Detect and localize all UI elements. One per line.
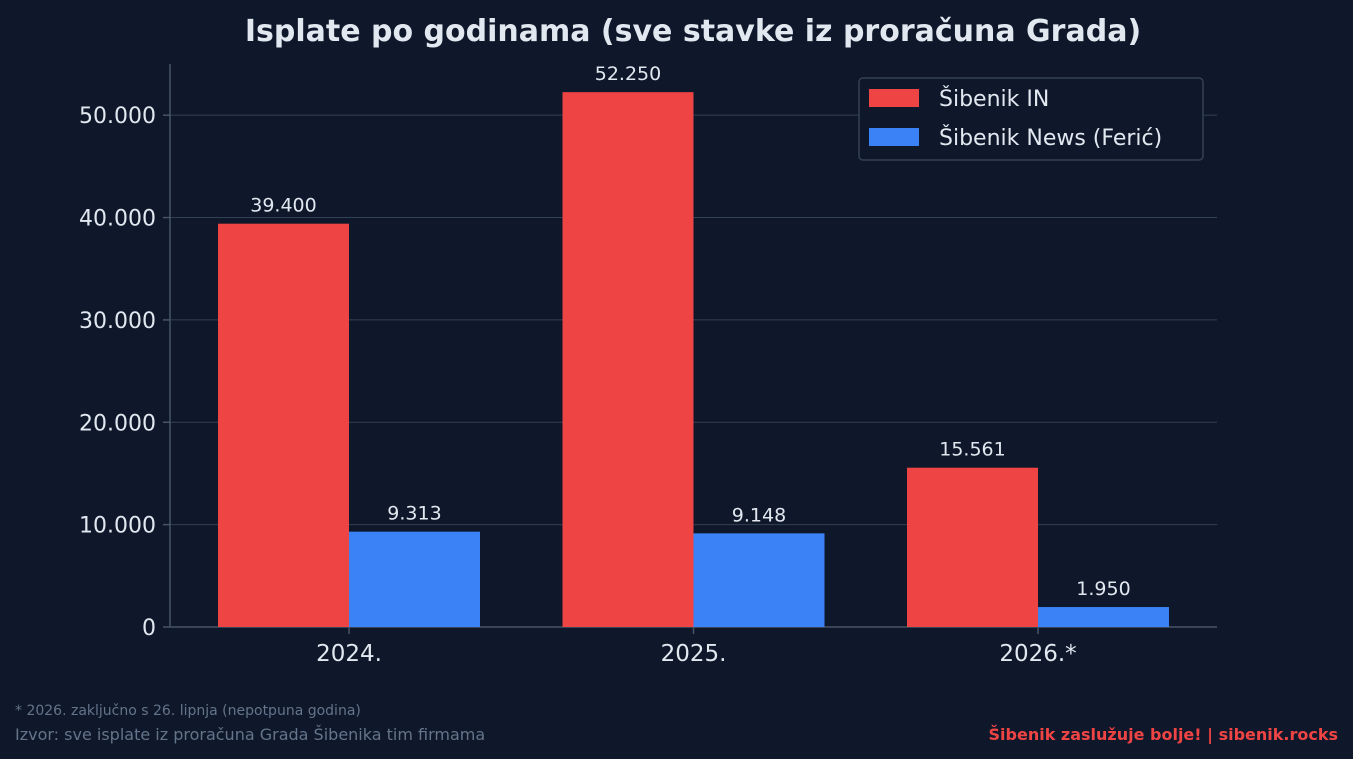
y-axis-ticks: 0 10.000 20.000 30.000 40.000 50.000 (79, 104, 170, 641)
bar-value-label: 52.250 (595, 63, 661, 85)
footnote-source: Izvor: sve isplate iz proračuna Grada Ši… (15, 725, 486, 744)
bar-value-label: 9.148 (732, 504, 786, 526)
bar-sibenik-news-1 (693, 533, 825, 627)
bar-sibenik-news-0 (349, 531, 480, 627)
bar-value-label: 9.313 (387, 503, 441, 525)
bar-sibenik-news-2 (1038, 607, 1169, 627)
bar-value-label: 39.400 (250, 195, 316, 217)
y-tick-label: 0 (142, 616, 156, 641)
legend-swatch-sibenik-in (869, 89, 919, 107)
bar-value-label: 15.561 (939, 439, 1005, 461)
x-category-label: 2026.* (999, 641, 1076, 667)
bar-sibenik-in-2 (907, 467, 1038, 627)
x-category-label: 2024. (316, 641, 382, 667)
bar-chart: Isplate po godinama (sve stavke iz prora… (79, 14, 1217, 667)
bar-value-label: 1.950 (1076, 578, 1130, 600)
legend: Šibenik IN Šibenik News (Ferić) (858, 77, 1204, 161)
y-tick-label: 20.000 (79, 411, 156, 436)
x-category-label: 2025. (661, 641, 727, 667)
bar-sibenik-in-1 (562, 92, 694, 627)
bar-sibenik-in-0 (218, 223, 349, 628)
legend-label-sibenik-news: Šibenik News (Ferić) (939, 125, 1162, 151)
legend-swatch-sibenik-news (869, 128, 919, 146)
data-labels: 39.400 9.313 52.250 9.148 15.561 1.950 (250, 63, 1130, 600)
footnote-incomplete-year: * 2026. zaključno s 26. lipnja (nepotpun… (15, 703, 361, 719)
bars (218, 92, 1169, 628)
y-tick-label: 30.000 (79, 309, 156, 334)
chart-title: Isplate po godinama (sve stavke iz prora… (245, 14, 1141, 49)
legend-label-sibenik-in: Šibenik IN (939, 86, 1049, 112)
y-tick-label: 10.000 (79, 514, 156, 539)
y-tick-label: 50.000 (79, 104, 156, 129)
brand-tagline: Šibenik zaslužuje bolje! | sibenik.rocks (988, 725, 1339, 744)
x-axis-categories: 2024. 2025. 2026.* (316, 627, 1077, 667)
legend-box (858, 77, 1204, 161)
y-tick-label: 40.000 (79, 207, 156, 232)
